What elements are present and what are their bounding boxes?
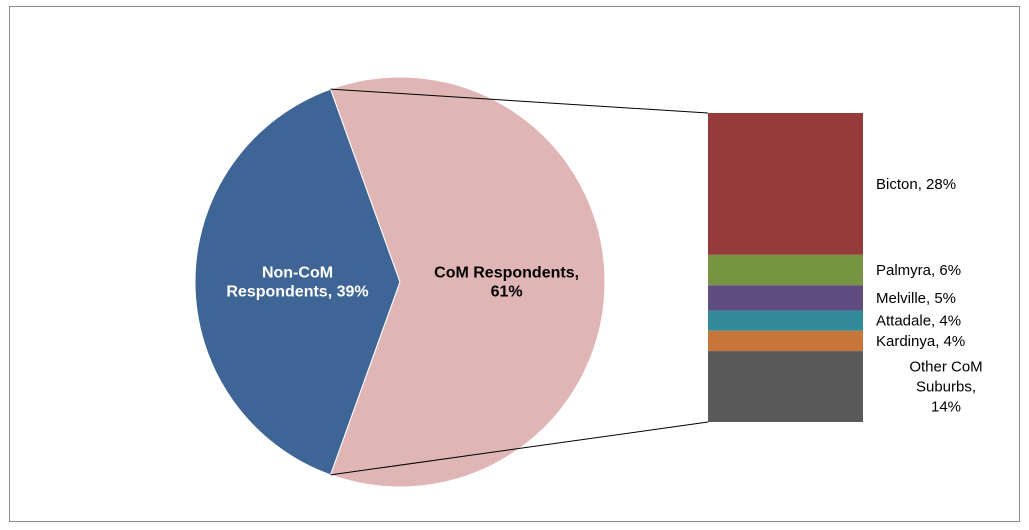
bar-segment-bicton <box>708 113 863 255</box>
stacked-bar-group <box>708 113 863 422</box>
connector-lines <box>330 88 709 476</box>
bar-label-kardinya: Kardinya, 4% <box>876 333 965 350</box>
pie-group <box>194 76 606 488</box>
bar-segment-kardinya <box>708 330 863 352</box>
bar-label-melville: Melville, 5% <box>876 290 956 307</box>
connector-line-bottom <box>330 421 709 476</box>
bar-segment-palmyra <box>708 254 863 286</box>
bar-label-palmyra: Palmyra, 6% <box>876 262 961 279</box>
pie-label-com-respondents: CoM Respondents, 61% <box>434 265 579 301</box>
bar-segment-attadale <box>708 310 863 331</box>
bar-label-other-com-suburbs: Other CoM Suburbs, 14% <box>909 359 982 416</box>
bar-label-attadale: Attadale, 4% <box>876 313 961 330</box>
bar-segment-other-com-suburbs <box>708 351 863 422</box>
pie-slice-com-respondents <box>329 76 606 488</box>
bar-label-bicton: Bicton, 28% <box>876 176 956 193</box>
connector-line-top <box>330 88 709 114</box>
bar-segment-melville <box>708 285 863 311</box>
pie-label-non-com-respondents: Non-CoM Respondents, 39% <box>226 265 368 301</box>
pie-slice-non-com-respondents <box>194 88 401 476</box>
label-group: Non-CoM Respondents, 39% CoM Respondents, 6… <box>226 176 982 416</box>
